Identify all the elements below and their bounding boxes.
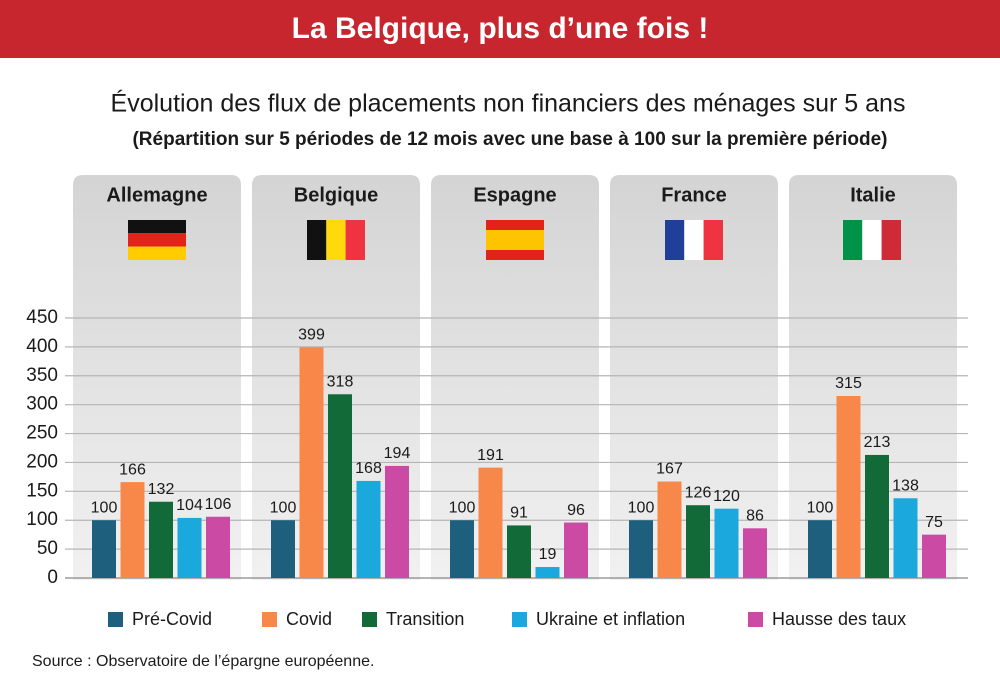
value-label: 100 bbox=[628, 499, 655, 516]
y-tick-label: 0 bbox=[47, 567, 58, 588]
value-label: 213 bbox=[864, 434, 891, 451]
panel bbox=[252, 175, 420, 580]
value-label: 166 bbox=[119, 461, 146, 478]
chart-title: Évolution des flux de placements non fin… bbox=[111, 89, 906, 118]
bar bbox=[356, 480, 381, 578]
bar bbox=[535, 567, 560, 578]
source: Source : Observatoire de l’épargne europ… bbox=[32, 653, 374, 670]
category-label: Allemagne bbox=[106, 184, 207, 206]
legend-label: Covid bbox=[286, 609, 332, 629]
bar bbox=[865, 454, 889, 578]
bar bbox=[478, 467, 503, 578]
value-label: 120 bbox=[713, 488, 740, 505]
panel bbox=[431, 175, 599, 580]
category-label: Italie bbox=[850, 184, 896, 206]
y-tick-label: 100 bbox=[26, 509, 58, 530]
value-label: 194 bbox=[384, 445, 411, 462]
value-label: 91 bbox=[510, 505, 528, 522]
category-label: Belgique bbox=[294, 184, 378, 206]
bar bbox=[564, 522, 588, 578]
y-tick-label: 300 bbox=[26, 394, 58, 415]
value-label: 106 bbox=[205, 496, 232, 513]
value-label: 126 bbox=[685, 484, 712, 501]
bar bbox=[299, 347, 324, 578]
category-label: Espagne bbox=[473, 184, 556, 206]
y-tick-label: 250 bbox=[26, 423, 58, 444]
bar bbox=[743, 528, 767, 578]
legend-swatch bbox=[748, 612, 763, 627]
bar bbox=[120, 482, 145, 578]
y-tick-label: 400 bbox=[26, 336, 58, 357]
panel bbox=[73, 175, 241, 580]
bar bbox=[385, 465, 409, 578]
value-label: 100 bbox=[807, 499, 834, 516]
value-label: 191 bbox=[477, 447, 504, 464]
panel bbox=[789, 175, 957, 580]
y-tick-label: 350 bbox=[26, 365, 58, 386]
bar bbox=[177, 517, 202, 578]
legend-swatch bbox=[512, 612, 527, 627]
value-label: 100 bbox=[91, 499, 118, 516]
flag-it bbox=[843, 220, 901, 260]
banner bbox=[0, 0, 1000, 58]
bar bbox=[629, 520, 653, 578]
value-label: 168 bbox=[355, 460, 382, 477]
legend-label: Transition bbox=[386, 609, 464, 629]
bar bbox=[836, 396, 861, 578]
bar bbox=[686, 505, 710, 578]
y-tick-label: 150 bbox=[26, 480, 58, 501]
y-tick-label: 200 bbox=[26, 451, 58, 472]
bar bbox=[450, 520, 474, 578]
bar bbox=[893, 498, 918, 578]
value-label: 100 bbox=[270, 499, 297, 516]
bar bbox=[714, 508, 739, 578]
banner-text: La Belgique, plus d’une fois ! bbox=[292, 12, 709, 45]
legend-swatch bbox=[262, 612, 277, 627]
category-label: France bbox=[661, 184, 727, 206]
value-label: 104 bbox=[176, 497, 203, 514]
bar bbox=[922, 534, 946, 578]
flag-es bbox=[486, 220, 544, 260]
bar bbox=[206, 516, 230, 578]
bar bbox=[507, 525, 531, 578]
value-label: 75 bbox=[925, 514, 943, 531]
panel bbox=[610, 175, 778, 580]
value-label: 86 bbox=[746, 508, 764, 525]
value-label: 167 bbox=[656, 461, 683, 478]
y-tick-label: 50 bbox=[37, 538, 58, 559]
bar bbox=[328, 394, 352, 578]
value-label: 132 bbox=[148, 481, 175, 498]
legend-swatch bbox=[362, 612, 377, 627]
legend-label: Hausse des taux bbox=[772, 609, 906, 629]
bar bbox=[657, 481, 682, 578]
value-label: 19 bbox=[539, 546, 557, 563]
y-tick-label: 450 bbox=[26, 307, 58, 328]
value-label: 96 bbox=[567, 502, 585, 519]
chart-subtitle: (Répartition sur 5 périodes de 12 mois a… bbox=[132, 129, 887, 150]
bar bbox=[92, 520, 116, 578]
legend-swatch bbox=[108, 612, 123, 627]
value-label: 318 bbox=[327, 373, 354, 390]
legend-label: Ukraine et inflation bbox=[536, 609, 685, 629]
value-label: 100 bbox=[449, 499, 476, 516]
value-label: 138 bbox=[892, 477, 919, 494]
flag-be bbox=[307, 220, 365, 260]
value-label: 399 bbox=[298, 327, 325, 344]
bar bbox=[271, 520, 295, 578]
value-label: 315 bbox=[835, 375, 862, 392]
flag-fr bbox=[665, 220, 723, 260]
legend-label: Pré-Covid bbox=[132, 609, 212, 629]
flags bbox=[128, 220, 901, 260]
bar bbox=[149, 501, 173, 578]
bar bbox=[808, 520, 832, 578]
flag-de bbox=[128, 220, 186, 260]
